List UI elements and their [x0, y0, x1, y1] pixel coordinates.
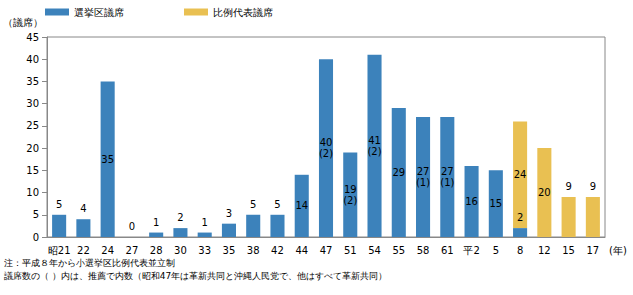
svg-text:45: 45	[26, 32, 39, 43]
svg-text:（議席）: （議席）	[3, 17, 43, 28]
svg-text:44: 44	[295, 245, 308, 256]
svg-text:16: 16	[465, 196, 478, 207]
svg-text:2: 2	[517, 212, 523, 223]
svg-text:25: 25	[26, 120, 39, 131]
svg-text:20: 20	[26, 143, 39, 154]
svg-text:(2): (2)	[319, 148, 333, 159]
svg-text:12: 12	[538, 245, 551, 256]
svg-text:(2): (2)	[367, 146, 381, 157]
svg-text:15: 15	[26, 165, 39, 176]
svg-text:30: 30	[26, 98, 39, 109]
svg-text:28: 28	[150, 245, 163, 256]
svg-text:14: 14	[295, 200, 308, 211]
svg-text:(2): (2)	[343, 195, 357, 206]
svg-text:40: 40	[26, 54, 39, 65]
svg-text:17: 17	[587, 245, 600, 256]
svg-text:15: 15	[489, 198, 502, 209]
svg-text:5: 5	[274, 199, 280, 210]
svg-text:選挙区議席: 選挙区議席	[74, 7, 124, 18]
svg-text:30: 30	[174, 245, 187, 256]
svg-text:5: 5	[493, 245, 499, 256]
svg-text:8: 8	[517, 245, 523, 256]
svg-text:平2: 平2	[463, 245, 479, 256]
svg-text:24: 24	[101, 245, 114, 256]
svg-text:比例代表議席: 比例代表議席	[213, 7, 273, 18]
svg-text:38: 38	[247, 245, 260, 256]
svg-text:35: 35	[26, 76, 39, 87]
svg-text:0: 0	[129, 221, 135, 232]
svg-text:1: 1	[153, 217, 159, 228]
svg-text:5: 5	[250, 199, 256, 210]
svg-text:27: 27	[126, 245, 139, 256]
svg-text:9: 9	[590, 181, 596, 192]
svg-text:40: 40	[320, 137, 333, 148]
svg-text:0: 0	[33, 232, 39, 243]
svg-text:35: 35	[223, 245, 236, 256]
svg-text:9: 9	[565, 181, 571, 192]
svg-text:22: 22	[77, 245, 90, 256]
svg-text:29: 29	[392, 167, 405, 178]
svg-text:3: 3	[226, 208, 232, 219]
svg-text:19: 19	[344, 184, 357, 195]
svg-text:昭21: 昭21	[48, 245, 71, 256]
svg-text:27: 27	[441, 166, 454, 177]
svg-text:51: 51	[344, 245, 357, 256]
svg-text:47: 47	[320, 245, 333, 256]
svg-text:41: 41	[368, 135, 381, 146]
svg-text:35: 35	[101, 154, 114, 165]
svg-text:42: 42	[271, 245, 284, 256]
svg-text:注：平成８年から小選挙区比例代表並立制: 注：平成８年から小選挙区比例代表並立制	[4, 258, 175, 268]
svg-text:(1): (1)	[416, 177, 430, 188]
svg-text:4: 4	[80, 203, 86, 214]
svg-text:58: 58	[417, 245, 430, 256]
svg-text:54: 54	[368, 245, 381, 256]
svg-text:20: 20	[538, 187, 551, 198]
svg-text:27: 27	[417, 166, 430, 177]
svg-text:(1): (1)	[440, 177, 454, 188]
svg-text:24: 24	[514, 169, 527, 180]
svg-text:議席数の（ ）内は、推薦で内数（昭和47年は革新共同と沖縄人: 議席数の（ ）内は、推薦で内数（昭和47年は革新共同と沖縄人民党で、他はすべて革…	[4, 271, 387, 281]
svg-text:55: 55	[392, 245, 405, 256]
svg-text:10: 10	[26, 187, 39, 198]
svg-text:2: 2	[177, 212, 183, 223]
svg-text:61: 61	[441, 245, 454, 256]
svg-text:1: 1	[202, 217, 208, 228]
svg-text:5: 5	[56, 199, 62, 210]
svg-text:(年): (年)	[609, 245, 627, 256]
svg-text:33: 33	[198, 245, 211, 256]
svg-text:15: 15	[562, 245, 575, 256]
svg-text:5: 5	[33, 209, 39, 220]
